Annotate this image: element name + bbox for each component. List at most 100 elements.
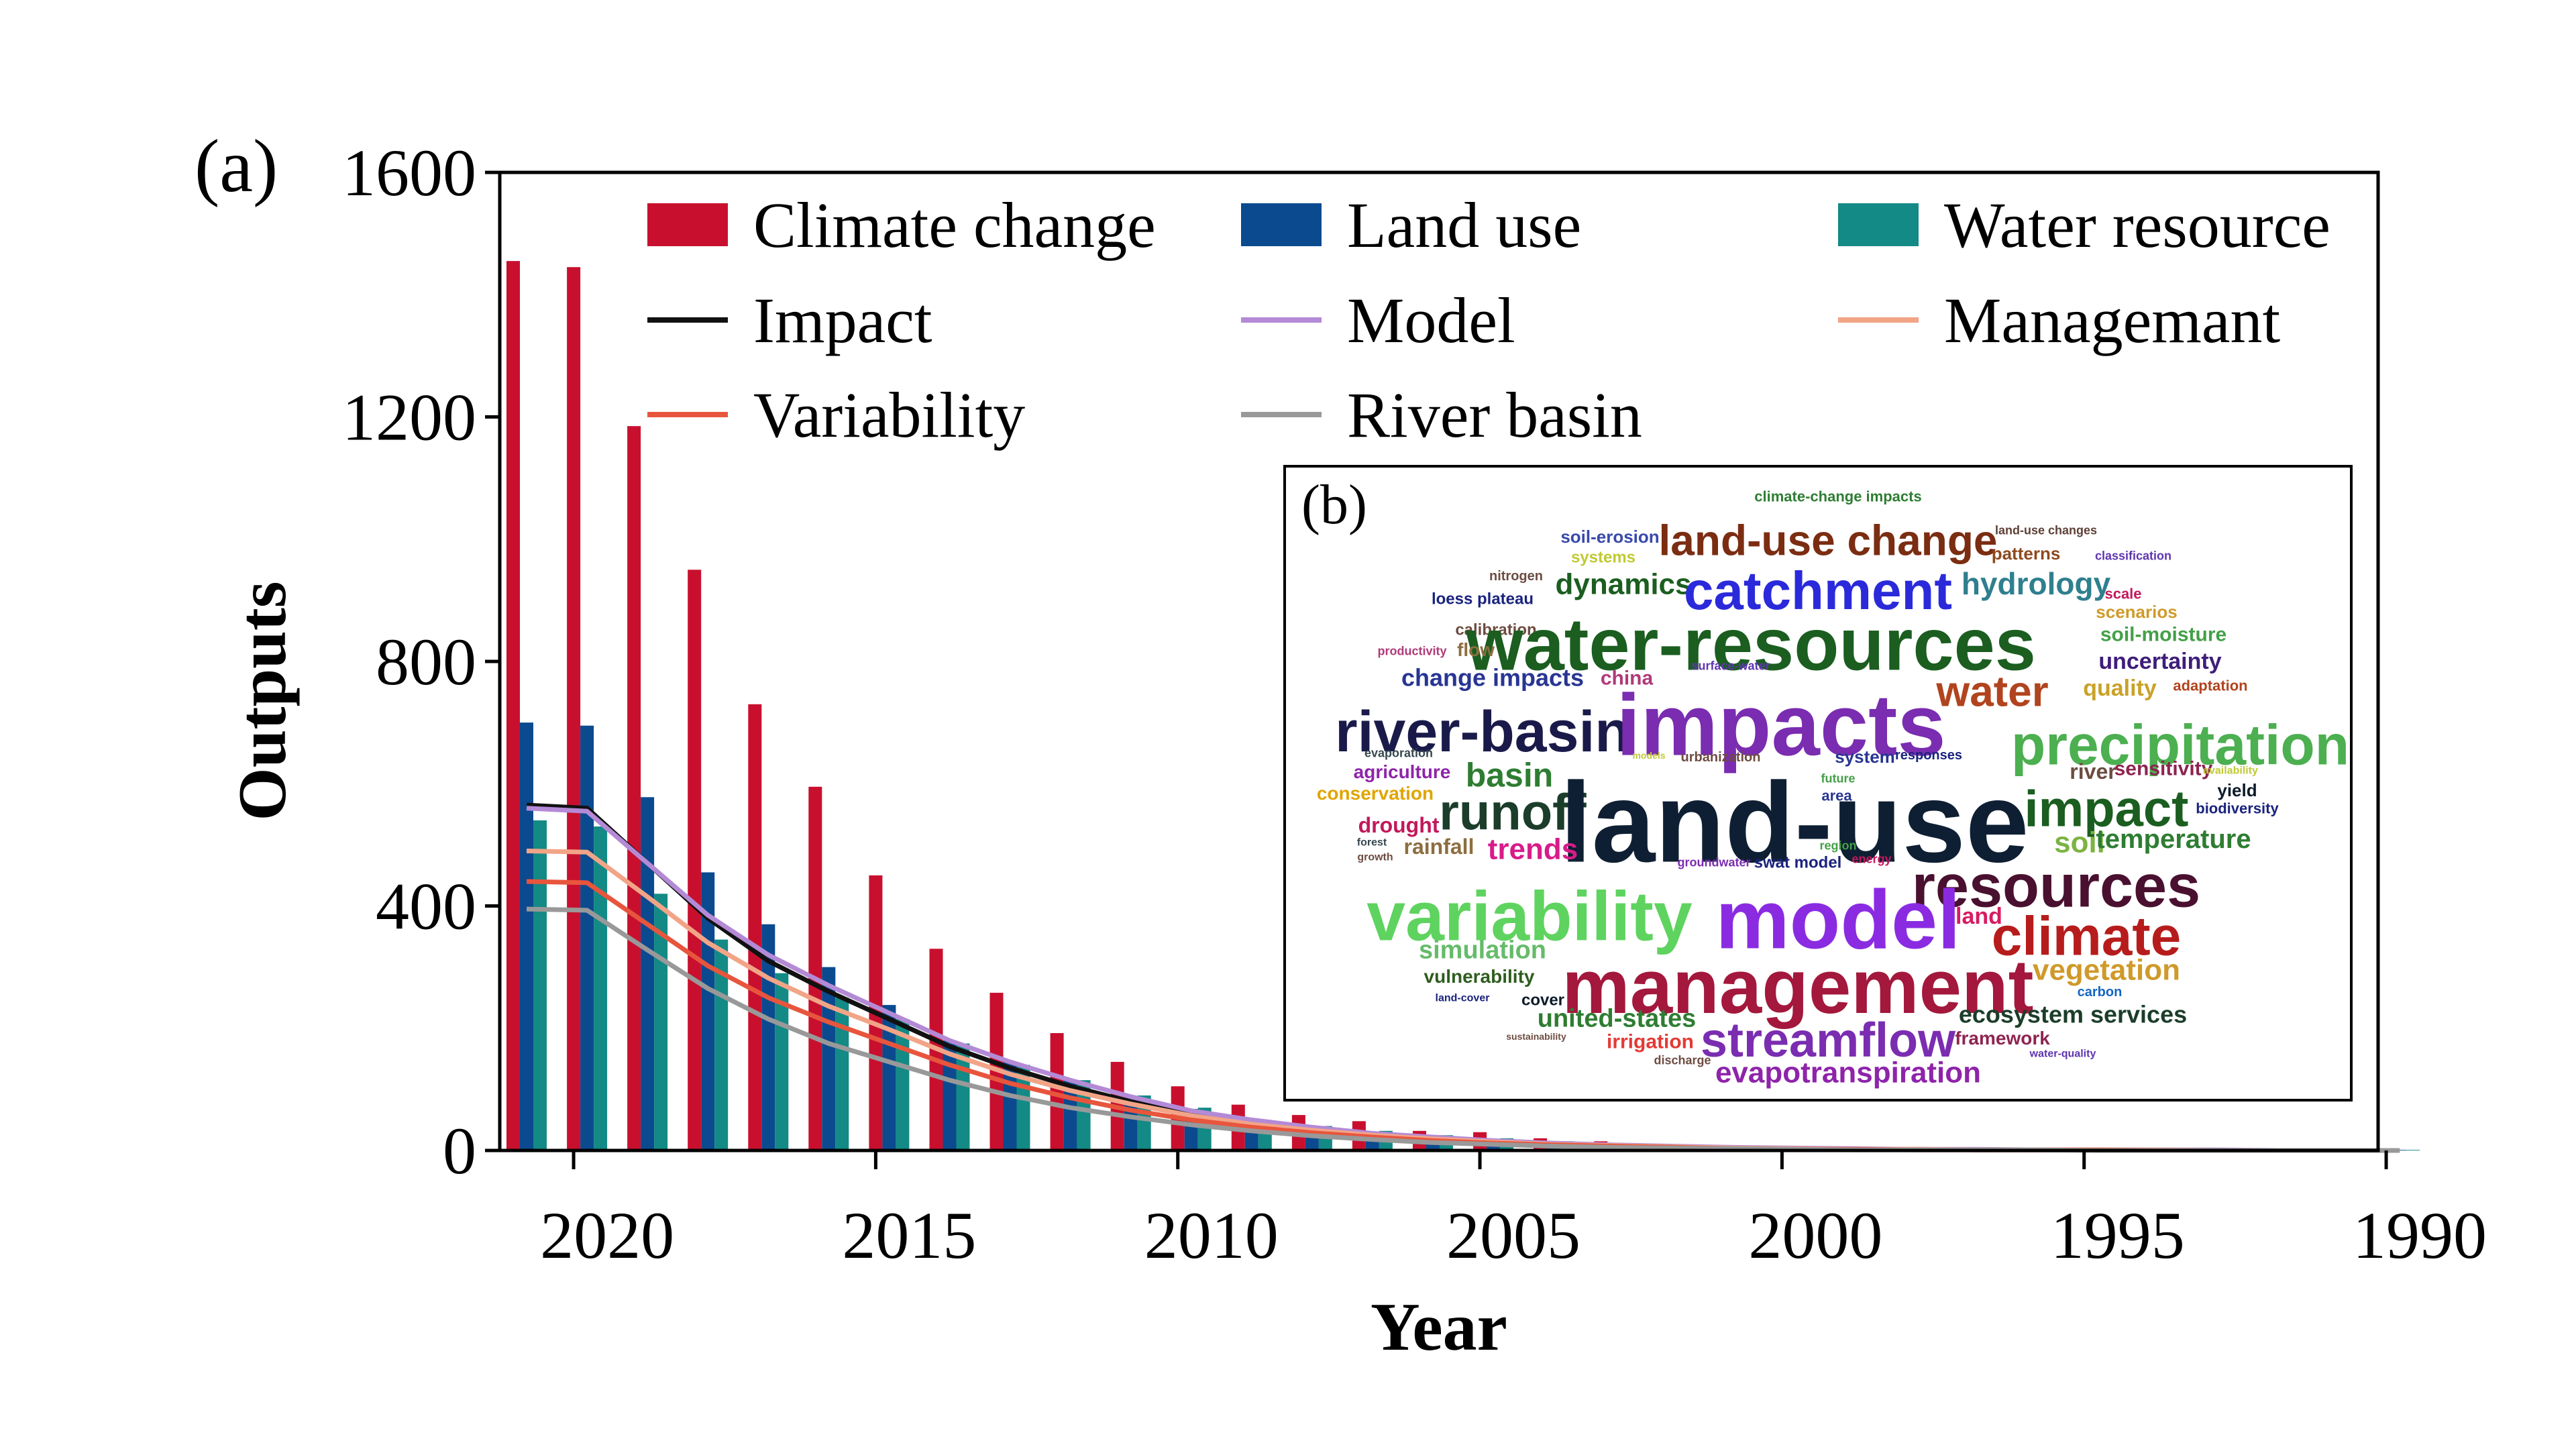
cloud-word-growth: growth bbox=[1357, 852, 1393, 863]
cloud-word-soil-erosion: soil-erosion bbox=[1560, 527, 1659, 547]
cloud-word-system: system bbox=[1835, 747, 1895, 767]
cloud-word-streamflow: streamflow bbox=[1701, 1014, 1956, 1067]
cloud-word-availability: availability bbox=[2203, 765, 2258, 777]
y-axis-label: Outputs bbox=[225, 581, 301, 820]
cloud-word-united-states: united-states bbox=[1538, 1004, 1696, 1032]
bar-water-resource bbox=[594, 826, 608, 1150]
bar-climate-change bbox=[506, 261, 520, 1151]
x-tick-label: 2005 bbox=[1446, 1198, 1580, 1273]
word-cloud-inset: (b) climate-change impacts land-use chang… bbox=[1283, 465, 2353, 1102]
cloud-word-cover: cover bbox=[1521, 991, 1564, 1009]
cloud-word-quality: quality bbox=[2083, 676, 2157, 701]
cloud-word-management: management bbox=[1562, 945, 2033, 1030]
cloud-word-framework: framework bbox=[1955, 1028, 2050, 1049]
legend-label-model: Model bbox=[1347, 284, 1515, 356]
y-tick-label: 400 bbox=[376, 869, 476, 944]
cloud-word-agriculture: agriculture bbox=[1354, 761, 1451, 782]
cloud-word-adaptation: adaptation bbox=[2173, 678, 2247, 694]
cloud-word-soil: soil bbox=[2054, 826, 2105, 859]
bar-land-use bbox=[822, 967, 836, 1150]
cloud-word-land-cover: land-cover bbox=[1436, 993, 1490, 1004]
bar-climate-change bbox=[808, 786, 822, 1150]
cloud-word-soil-moisture: soil-moisture bbox=[2100, 624, 2226, 646]
legend-label-impact: Impact bbox=[753, 284, 932, 356]
x-tick-label: 2010 bbox=[1144, 1198, 1279, 1273]
cloud-word-runoff: runoff bbox=[1439, 784, 1587, 841]
cloud-word-scenarios: scenarios bbox=[2096, 602, 2177, 622]
cloud-word-classification: classification bbox=[2095, 549, 2171, 562]
cloud-word-river-basin: river-basin bbox=[1335, 700, 1630, 764]
cloud-word-surface-water: surface-water bbox=[1691, 659, 1770, 672]
cloud-word-region: region bbox=[1819, 839, 1856, 852]
x-tick-label: 2015 bbox=[842, 1198, 976, 1273]
cloud-word-climate: climate bbox=[1992, 906, 2182, 967]
legend-label-water-resource: Water resource bbox=[1944, 189, 2330, 261]
cloud-word-resources: resources bbox=[1912, 853, 2200, 920]
cloud-word-scale: scale bbox=[2104, 586, 2141, 602]
cloud-word-productivity: productivity bbox=[1377, 644, 1446, 657]
legend-label-land-use: Land use bbox=[1347, 189, 1581, 261]
x-tick-label: 2020 bbox=[540, 1198, 674, 1273]
cloud-word-vegetation: vegetation bbox=[2033, 953, 2180, 986]
bar-water-resource bbox=[775, 973, 789, 1150]
cloud-word-energy: energy bbox=[1851, 852, 1891, 865]
cloud-word-dynamics: dynamics bbox=[1556, 568, 1692, 600]
cloud-word-land: land bbox=[1955, 904, 2002, 929]
cloud-word-evapotranspiration: evapotranspiration bbox=[1715, 1056, 1981, 1089]
bar-land-use bbox=[520, 722, 533, 1150]
legend-swatch-water-resource bbox=[1838, 203, 1919, 246]
y-tick-label: 1200 bbox=[342, 380, 476, 455]
cloud-word-calibration: calibration bbox=[1455, 621, 1536, 639]
cloud-word-irrigation: irrigation bbox=[1607, 1031, 1694, 1053]
cloud-word-loess-plateau: loess plateau bbox=[1432, 590, 1534, 608]
x-tick-label: 1990 bbox=[2353, 1198, 2487, 1273]
cloud-word-variability: variability bbox=[1366, 877, 1693, 955]
cloud-word-future: future bbox=[1821, 771, 1856, 785]
cloud-word-trends: trends bbox=[1488, 833, 1578, 865]
x-axis-label: Year bbox=[1371, 1289, 1507, 1365]
cloud-word-nitrogen: nitrogen bbox=[1489, 569, 1543, 584]
cloud-word-model: model bbox=[1715, 873, 1960, 966]
cloud-word-sensitivity: sensitivity bbox=[2114, 758, 2213, 780]
y-axis: 0 400 800 1200 1600 bbox=[342, 136, 500, 1188]
bar-water-resource bbox=[835, 998, 849, 1150]
bars-layer bbox=[506, 261, 2420, 1151]
legend-swatch-climate-change bbox=[647, 203, 728, 246]
cloud-word-area: area bbox=[1821, 788, 1852, 804]
bar-climate-change bbox=[567, 267, 581, 1151]
cloud-word-responses: responses bbox=[1895, 748, 1962, 763]
legend-label-variability: Variability bbox=[753, 379, 1025, 451]
y-tick-label: 0 bbox=[443, 1114, 476, 1188]
legend-label-river-basin: River basin bbox=[1347, 379, 1642, 451]
cloud-word-swat-model: swat model bbox=[1754, 853, 1842, 871]
cloud-word-forest: forest bbox=[1357, 837, 1387, 849]
bar-climate-change bbox=[1050, 1033, 1064, 1150]
legend-swatch-land-use bbox=[1241, 203, 1322, 246]
cloud-word-land-use-change: land-use change bbox=[1659, 516, 1998, 564]
cloud-word-water-resources: water-resources bbox=[1465, 604, 2036, 686]
cloud-word-urbanization: urbanization bbox=[1681, 750, 1761, 765]
cloud-word-water: water bbox=[1935, 667, 2048, 715]
cloud-word-land-use: land-use bbox=[1560, 759, 2029, 887]
cloud-word-discharge: discharge bbox=[1654, 1053, 1711, 1067]
bar-land-use bbox=[641, 797, 655, 1150]
word-cloud: climate-change impacts land-use changes so… bbox=[1317, 488, 2349, 1089]
legend: Climate change Land use Water resource Impa… bbox=[647, 189, 2330, 451]
cloud-word-rainfall: rainfall bbox=[1404, 835, 1474, 859]
cloud-word-change-impacts: change impacts bbox=[1401, 664, 1584, 692]
panel-b-label: (b) bbox=[1301, 474, 1367, 536]
cloud-word-catchment: catchment bbox=[1684, 561, 1952, 621]
cloud-word-systems: systems bbox=[1571, 548, 1635, 566]
bar-water-resource bbox=[533, 820, 547, 1150]
bar-climate-change bbox=[627, 426, 641, 1151]
cloud-word-climate-change-impacts: climate-change impacts bbox=[1754, 488, 1921, 505]
cloud-word-impact: impact bbox=[2025, 781, 2189, 838]
cloud-word-impacts: impacts bbox=[1616, 676, 1945, 774]
cloud-word-land-use-changes: land-use changes bbox=[1995, 523, 2097, 537]
cloud-word-groundwater: groundwater bbox=[1677, 855, 1750, 869]
inset-frame bbox=[1283, 465, 2353, 1102]
cloud-word-ecosystem-services: ecosystem services bbox=[1959, 1001, 2187, 1028]
cloud-word-conservation: conservation bbox=[1317, 783, 1434, 804]
x-tick-label: 1995 bbox=[2051, 1198, 2185, 1273]
